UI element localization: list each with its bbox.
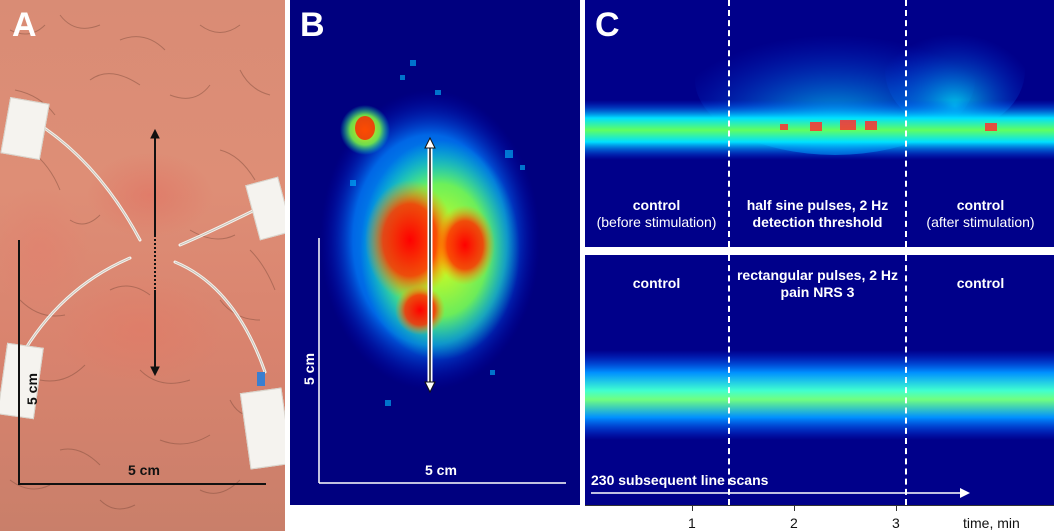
- panel-letter-c: C: [595, 6, 620, 44]
- divider-bottom-2: [905, 255, 907, 505]
- axis-tick-label: 3: [892, 515, 900, 531]
- divider-top-1: [728, 0, 730, 247]
- bottom-segment-label: control: [956, 275, 1005, 291]
- panel-letter-b: B: [300, 6, 325, 44]
- axis-tick: [692, 505, 693, 511]
- divider-top-2: [905, 0, 907, 247]
- axis-label: time, min: [963, 515, 1020, 531]
- panel-letter-a: A: [12, 6, 37, 44]
- perfusion-image-panel: 5 cm 5 cm B: [290, 0, 580, 505]
- top-segment-label: control (before stimulation): [596, 197, 717, 230]
- bottom-segment-label: control: [632, 275, 681, 291]
- skin-photo-panel: 5 cm 5 cm A: [0, 0, 285, 531]
- scale-label-horizontal: 5 cm: [128, 462, 160, 478]
- divider-bottom-1: [728, 255, 730, 505]
- time-axis-line: [585, 505, 1054, 506]
- line-scan-bottom-heatmap: [585, 350, 1054, 440]
- line-scan-count-label: 230 subsequent line scans: [591, 472, 769, 488]
- line-scan-top-panel: control (before stimulation) half sine pu…: [585, 0, 1054, 247]
- axis-tick-label: 2: [790, 515, 798, 531]
- axis-tick-label: 1: [688, 515, 696, 531]
- time-axis: 1 2 3 time, min: [585, 505, 1054, 531]
- scale-bar-horizontal: [18, 483, 266, 485]
- top-segment-label: half sine pulses, 2 Hz detection threshol…: [746, 197, 889, 230]
- line-scan-bottom-panel: control rectangular pulses, 2 Hz pain NRS…: [585, 255, 1054, 505]
- axis-tick: [794, 505, 795, 511]
- scale-label-vertical-b: 5 cm: [301, 353, 317, 385]
- bottom-segment-label: rectangular pulses, 2 Hz pain NRS 3: [736, 267, 899, 300]
- axis-tick: [896, 505, 897, 511]
- scale-bar-vertical: [18, 240, 20, 485]
- skin-hair-texture: [9, 14, 277, 510]
- perfusion-heatmap: [318, 60, 566, 484]
- scan-direction-arrow: [591, 488, 970, 498]
- catheter-connector: [257, 372, 265, 386]
- top-segment-label: control (after stimulation): [926, 197, 1035, 230]
- scale-label-horizontal-b: 5 cm: [425, 462, 457, 478]
- scale-label-vertical: 5 cm: [24, 373, 40, 405]
